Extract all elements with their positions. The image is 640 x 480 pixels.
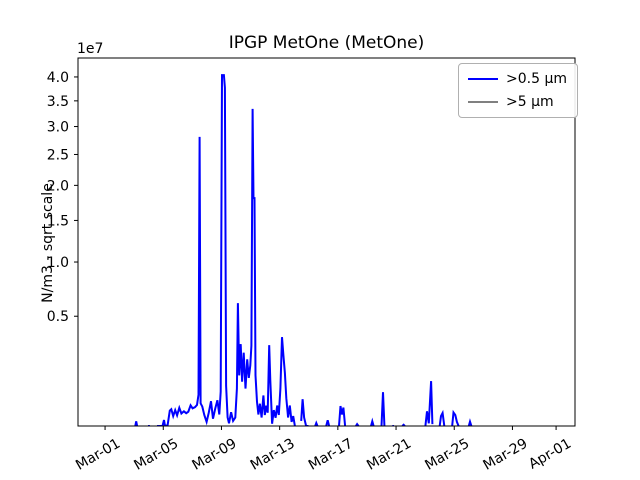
y-tick-label: 0.5 [47, 309, 69, 325]
series-line [438, 409, 446, 426]
x-tick-label: Mar-29 [481, 436, 531, 474]
x-tick-label: Mar-17 [306, 436, 356, 474]
legend-item: >5 μm [468, 94, 567, 110]
y-tick-label: 1.0 [47, 255, 69, 271]
legend-item: >0.5 μm [468, 71, 567, 87]
series-line [370, 417, 375, 426]
y-tick-label: 3.5 [47, 94, 69, 110]
series-line [355, 422, 360, 426]
data-series-group [134, 74, 473, 426]
y-tick-label: 2.0 [47, 178, 69, 194]
y-tick-label: 4.0 [47, 70, 69, 86]
series-line [134, 421, 139, 426]
axes-frame [77, 57, 576, 427]
x-tick-label: Mar-21 [364, 436, 414, 474]
chart-title: IPGP MetOne (MetOne) [228, 33, 425, 53]
series-line [157, 74, 296, 426]
x-tick-label: Mar-09 [190, 436, 240, 474]
series-line [424, 381, 434, 426]
legend-label: >5 μm [506, 94, 554, 110]
series-line [380, 392, 386, 426]
series-line [338, 405, 347, 426]
series-line [451, 409, 460, 426]
x-tick-label: Mar-13 [248, 436, 298, 474]
series-line [300, 399, 309, 426]
x-tick-label: Mar-25 [422, 436, 472, 474]
y-axis-offset-text: 1e7 [77, 41, 104, 57]
legend-line-icon [468, 78, 498, 80]
legend: >0.5 μm >5 μm [458, 63, 578, 118]
series-line [325, 420, 331, 426]
y-tick-label: 2.5 [47, 147, 69, 163]
y-axis-label: N/m3 - sqrt scale [40, 183, 56, 303]
x-tick-label: Apr-01 [526, 436, 574, 473]
series-line [467, 418, 473, 426]
series-line [314, 420, 319, 426]
x-tick-label: Mar-01 [73, 436, 123, 474]
legend-line-icon [468, 101, 498, 103]
y-tick-label: 3.0 [47, 120, 69, 136]
x-tick-label: Mar-05 [131, 436, 181, 474]
y-tick-label: 1.5 [47, 213, 69, 229]
legend-label: >0.5 μm [506, 71, 567, 87]
